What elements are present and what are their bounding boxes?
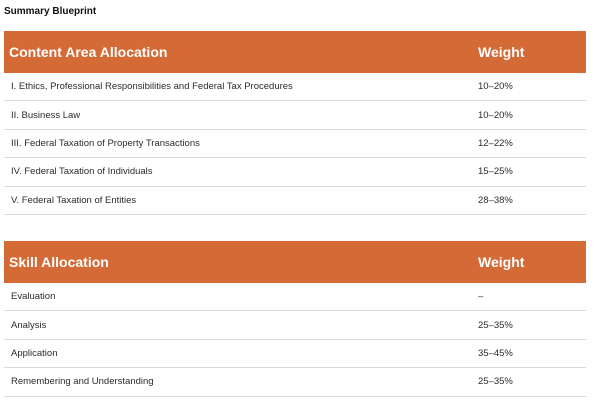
weight-value: 10–20% — [478, 109, 513, 121]
weight-value: 12–22% — [478, 137, 513, 149]
column-header-weight: Weight — [478, 44, 525, 60]
table-row: Remembering and Understanding 25–35% — [4, 368, 586, 397]
weight-value: 25–35% — [478, 319, 513, 331]
page-title: Summary Blueprint — [4, 6, 97, 17]
column-header-weight: Weight — [478, 254, 525, 270]
content-area-allocation-table: Content Area Allocation Weight I. Ethics… — [4, 31, 586, 215]
weight-value: 25–35% — [478, 376, 513, 388]
table-header: Skill Allocation Weight — [4, 241, 586, 283]
content-area-label: V. Federal Taxation of Entities — [11, 194, 137, 206]
weight-value: – — [478, 291, 484, 303]
skill-allocation-table: Skill Allocation Weight Evaluation – Ana… — [4, 241, 586, 397]
table-header: Content Area Allocation Weight — [4, 31, 586, 73]
weight-value: 28–38% — [478, 194, 513, 206]
weight-value: 35–45% — [478, 347, 513, 359]
table-row: Application 35–45% — [4, 340, 586, 369]
table-row: Analysis 25–35% — [4, 311, 586, 340]
content-area-label: III. Federal Taxation of Property Transa… — [11, 137, 200, 149]
table-row: IV. Federal Taxation of Individuals 15–2… — [4, 158, 586, 187]
content-area-label: IV. Federal Taxation of Individuals — [11, 166, 153, 178]
column-header-skill: Skill Allocation — [9, 254, 109, 270]
table-row: III. Federal Taxation of Property Transa… — [4, 130, 586, 159]
skill-label: Remembering and Understanding — [11, 376, 154, 388]
skill-label: Evaluation — [11, 291, 56, 303]
table-row: I. Ethics, Professional Responsibilities… — [4, 73, 586, 102]
weight-value: 10–20% — [478, 81, 513, 93]
table-row: Evaluation – — [4, 283, 586, 312]
content-area-label: II. Business Law — [11, 109, 81, 121]
content-area-label: I. Ethics, Professional Responsibilities… — [11, 81, 293, 93]
table-row: V. Federal Taxation of Entities 28–38% — [4, 187, 586, 215]
weight-value: 15–25% — [478, 166, 513, 178]
column-header-content-area: Content Area Allocation — [9, 44, 168, 60]
skill-label: Application — [11, 347, 58, 359]
table-row: II. Business Law 10–20% — [4, 101, 586, 130]
skill-label: Analysis — [11, 319, 47, 331]
